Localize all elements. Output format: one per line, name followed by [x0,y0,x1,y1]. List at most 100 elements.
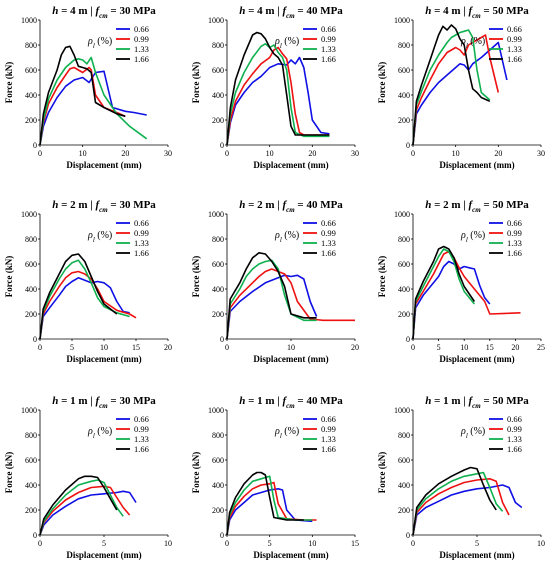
y-tick-label: 1000 [208,406,224,415]
x-tick-label: 5 [437,343,441,352]
y-tick-label: 0 [220,531,224,540]
x-tick-label: 10 [79,149,87,158]
series-line-1-66 [226,31,330,146]
x-tick-label: 10 [164,539,172,548]
legend-title: ρl (%) [460,426,485,440]
series-line-0-66 [412,41,508,146]
legend-title: ρl (%) [87,36,112,50]
y-tick-label: 0 [406,531,410,540]
y-tick-label: 0 [406,141,410,150]
y-tick-label: 600 [25,456,37,465]
panel-title: h = 1 m | fcm = 40 MPa [239,395,343,410]
legend-entry: 1.33 [507,238,522,248]
x-tick-label: 20 [494,149,502,158]
legend-entry: 1.33 [321,44,336,54]
y-tick-label: 800 [25,431,37,440]
legend-entry: 0.66 [507,414,522,424]
series-line-1-66 [39,475,118,536]
legend-entry: 0.99 [134,228,149,238]
legend-entry: 1.33 [134,44,149,54]
series-line-1-33 [412,248,476,340]
series-line-0-66 [226,274,318,340]
y-tick-label: 1000 [394,406,410,415]
y-tick-label: 400 [212,285,224,294]
x-axis-label: Displacement (mm) [253,354,328,364]
y-tick-label: 1000 [394,16,410,25]
y-tick-label: 800 [25,235,37,244]
legend-title: ρl (%) [87,230,112,244]
x-tick-label: 25 [537,343,545,352]
panel-title: h = 4 m | fcm = 40 MPa [239,5,343,20]
series-line-0-66 [412,484,523,536]
chart-panel: h = 1 m | fcm = 40 MPa 0 200 400 600 800 1000 0… [191,395,359,560]
y-tick-label: 600 [398,66,410,75]
series-line-0-99 [39,270,137,340]
x-tick-label: 30 [537,149,545,158]
series-line-0-99 [39,66,126,146]
panel-title: h = 4 m | fcm = 30 MPa [52,5,156,20]
legend-title: ρl (%) [460,36,485,50]
y-tick-label: 200 [398,310,410,319]
legend-entry: 1.66 [134,444,149,454]
x-tick-label: 30 [351,149,359,158]
legend-entry: 0.66 [321,218,336,228]
x-axis-label: Displacement (mm) [253,160,328,170]
panel-title: h = 4 m | fcm = 50 MPa [425,5,529,20]
legend-entry: 0.66 [507,218,522,228]
x-tick-label: 15 [486,343,494,352]
y-axis-label: Force (kN) [4,452,14,494]
x-tick-label: 20 [351,343,359,352]
x-tick-label: 10 [537,539,545,548]
legend-entry: 0.66 [507,24,522,34]
y-tick-label: 600 [398,456,410,465]
legend-entry: 0.99 [134,424,149,434]
y-tick-label: 200 [398,116,410,125]
series-line-1-33 [226,42,330,146]
legend-entry: 1.66 [321,444,336,454]
chart-panel: h = 2 m | fcm = 40 MPa020040060080010000… [191,199,359,364]
legend-entry: 0.99 [321,228,336,238]
x-axis-label: Displacement (mm) [439,354,514,364]
x-tick-label: 0 [225,149,229,158]
x-tick-label: 10 [287,343,295,352]
series-line-1-66 [39,253,118,340]
y-tick-label: 800 [212,235,224,244]
legend-entry: 1.66 [321,248,336,258]
y-axis-label: Force (kN) [377,452,387,494]
legend-entry: 1.33 [507,44,522,54]
x-axis-label: Displacement (mm) [439,160,514,170]
legend-entry: 1.66 [507,54,522,64]
x-axis-label: Displacement (mm) [253,550,328,560]
series-line-0-99 [226,46,330,146]
series-line-0-66 [226,56,330,146]
chart-panel: h = 1 m | fcm = 50 MPa 0 200 400 600 800 1000 0… [377,395,545,560]
y-axis-label: Force (kN) [377,62,387,104]
series-line-1-33 [39,56,148,146]
x-tick-label: 0 [225,539,229,548]
x-tick-label: 30 [164,149,172,158]
y-tick-label: 400 [25,481,37,490]
series-line-0-66 [39,276,130,340]
y-tick-label: 800 [212,41,224,50]
series-line-0-99 [412,34,500,146]
x-tick-label: 15 [132,343,140,352]
y-tick-label: 400 [25,285,37,294]
x-axis-label: Displacement (mm) [66,354,141,364]
chart-panel: h = 1 m | fcm = 30 MPa 0 200 400 600 800 1000 0… [4,395,172,560]
series-line-1-66 [412,466,497,536]
legend-entry: 0.99 [321,424,336,434]
x-tick-label: 10 [460,343,468,352]
y-axis-label: Force (kN) [4,256,14,298]
y-tick-label: 600 [212,66,224,75]
series-line-1-33 [39,259,130,340]
y-tick-label: 600 [398,260,410,269]
series-line-1-66 [39,45,126,146]
y-tick-label: 1000 [21,210,37,219]
x-tick-label: 15 [351,539,359,548]
x-axis-label: Displacement (mm) [66,550,141,560]
series-line-1-66 [412,245,476,340]
y-axis-label: Force (kN) [191,62,201,104]
x-tick-label: 0 [38,149,42,158]
y-axis-label: Force (kN) [191,256,201,298]
panel-title: h = 2 m | fcm = 40 MPa [239,199,343,214]
